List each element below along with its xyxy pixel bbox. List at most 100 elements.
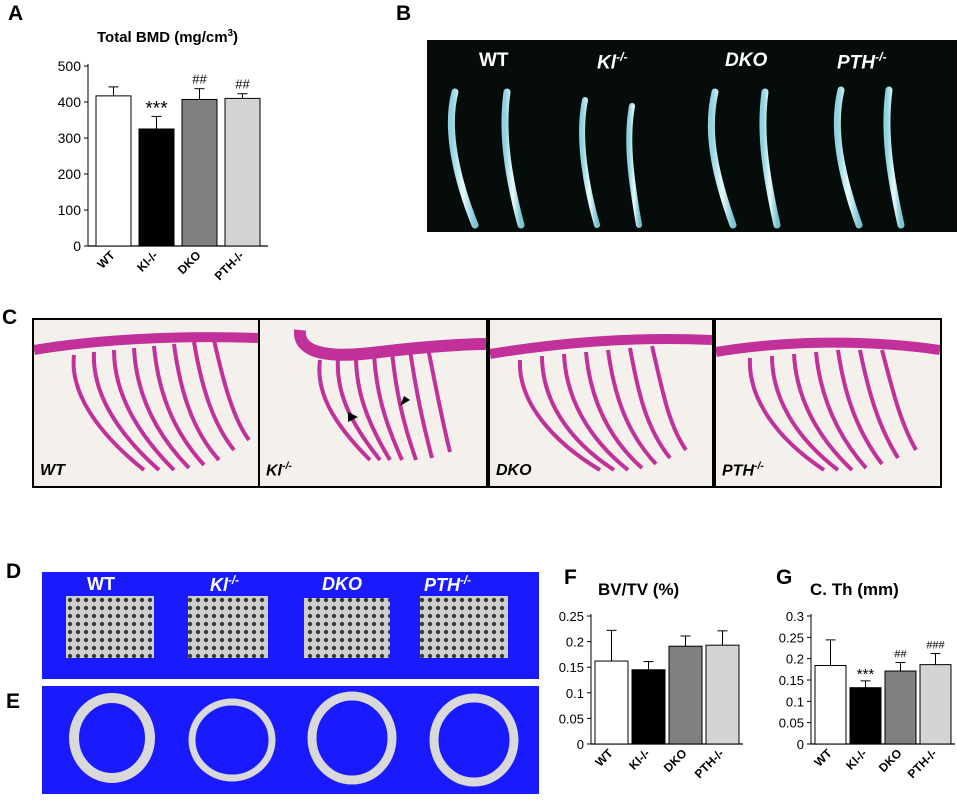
stain-label-pth-text: PTH [722,462,754,479]
chart-g-annotation-1: *** [857,666,875,683]
chart-a-bar-1 [138,128,175,247]
chart-f-bar-0 [594,660,629,745]
stain-panel-dko: DKO [488,318,714,488]
chart-a-title-main: Total BMD (mg/cm [97,29,228,46]
ct-label-dko-text: DKO [322,574,362,594]
panel-letter-c: C [2,306,18,329]
stain-label-wt-text: WT [40,462,65,479]
stain-panel-kl: Kl-/- [258,318,488,488]
chart-a-title-end: ) [233,29,238,46]
xray-bone [759,88,781,229]
chart-f-xtick-label-0: WT [593,746,617,770]
stain-image-dko [490,333,712,472]
bvtv-bar-chart: 0 0.05 0.1 0.15 0.2 0.25 WT Kl-/- DKO PTH-/- [559,609,743,781]
xray-bone [579,97,600,228]
chart-f-xtick-label-1: Kl-/- [626,746,652,772]
chart-a-bar-0 [95,95,132,247]
panel-letter-g: G [776,566,793,589]
xray-label-kl-text: Kl [597,52,616,74]
chart-g-ytick-label: 0.3 [786,609,804,624]
cortical-ring-pth [429,693,519,787]
stain-label-pth-sup: -/- [754,460,764,472]
trabecular-block-dko [304,598,390,658]
panel-letter-e: E [6,690,21,713]
chart-f-xtick-label-3: PTH-/- [692,746,727,781]
chart-a-annotation-1: *** [145,98,168,119]
xray-bone [833,86,863,229]
chart-g-ytick-label: 0.2 [786,652,804,667]
chart-a-bar-3 [224,97,261,247]
ct-label-pth: PTH-/- [424,574,471,596]
chart-f-ytick-label: 0.25 [559,609,584,624]
chart-g-title: C. Th (mm) [810,580,899,599]
microct-trabecular-panel: WT Kl-/- DKO PTH-/- [42,572,539,679]
xray-bone [447,88,479,229]
xray-label-kl: Kl-/- [597,50,628,74]
xray-label-kl-sup: -/- [616,50,628,64]
trabecular-blocks [66,596,508,658]
chart-f-ytick-label: 0.05 [559,711,584,726]
chart-a-ytick-label: 300 [58,130,82,146]
ct-label-kl-sup: -/- [228,574,240,587]
chart-f-ytick-label: 0.2 [566,635,584,650]
chart-a-bar-2 [181,98,218,247]
stain-panel-pth: PTH-/- [714,318,942,488]
chart-a-xtick-label-2: DKO [175,248,204,277]
chart-g-xtick-label-2: DKO [876,746,905,775]
xray-label-wt-text: WT [479,50,509,71]
chart-g-ytick-label: 0 [797,737,804,752]
xray-label-pth-text: PTH [837,52,875,74]
cth-bar-chart: 0 0.05 0.1 0.15 0.2 0.25 0.3 WT *** Kl-/- ## DKO ###… [779,609,955,781]
chart-f-bar-3 [705,644,740,745]
chart-a-title-sup: 3 [227,28,233,39]
bmd-bar-chart: 0 100 200 300 400 500 WT *** Kl-/- ## DKO ## PTH-/- [58,58,268,283]
stain-label-kl-text: Kl [266,462,282,479]
ct-label-pth-text: PTH [424,575,460,595]
chart-g-ytick-label: 0.25 [779,630,804,645]
panel-letter-d: D [6,560,22,583]
cortical-ring-kl [188,698,276,782]
xray-label-dko: DKO [725,50,767,72]
chart-a-title: Total BMD (mg/cm3) [97,28,238,46]
ct-label-wt: WT [87,574,115,595]
trabecular-block-wt [66,596,154,658]
chart-a-xtick-label-3: PTH-/- [212,248,247,283]
stain-image-wt [34,332,258,472]
ct-label-kl: Kl-/- [210,574,239,596]
chart-g-bar-2 [884,670,917,745]
ct-label-dko: DKO [322,574,362,595]
chart-a-annotation-2: ## [192,72,207,87]
stain-label-kl-sup: -/- [282,460,292,472]
panel-letter-b: B [396,2,412,25]
chart-f-title: BV/TV (%) [598,580,680,599]
stain-panel-wt: WT [32,318,260,488]
chart-a-ytick-label: 200 [58,166,82,182]
panel-letter-a: A [8,2,24,25]
chart-g-ytick-label: 0.05 [779,716,804,731]
chart-g-bar-3 [919,664,952,745]
trabecular-block-kl [188,596,268,658]
arrow-2 [400,396,410,406]
chart-f-ytick-label: 0.1 [566,686,584,701]
chart-a-ytick-label: 100 [58,202,82,218]
ct-label-kl-text: Kl [210,575,228,595]
xray-label-dko-text: DKO [725,50,768,71]
stain-image-kl [293,329,486,462]
ct-label-wt-text: WT [87,574,115,594]
chart-a-xtick-label-0: WT [95,248,119,272]
chart-a-ytick-label: 0 [73,238,81,254]
chart-g-bar-0 [814,664,847,745]
chart-f-bar-2 [668,645,703,745]
xray-label-wt: WT [479,50,509,72]
chart-a-ytick-label: 500 [58,58,82,74]
chart-g-bar-1 [849,687,882,745]
panel-letter-f: F [564,566,577,589]
cortical-rings [69,691,519,787]
chart-f-xtick-label-2: DKO [661,746,690,775]
stain-label-dko: DKO [496,462,532,480]
chart-f-ytick-label: 0.15 [559,660,584,675]
stain-label-wt: WT [40,462,65,480]
stain-image-pth [716,337,940,472]
arrow-1 [348,412,358,422]
trabecular-block-pth [420,596,508,658]
